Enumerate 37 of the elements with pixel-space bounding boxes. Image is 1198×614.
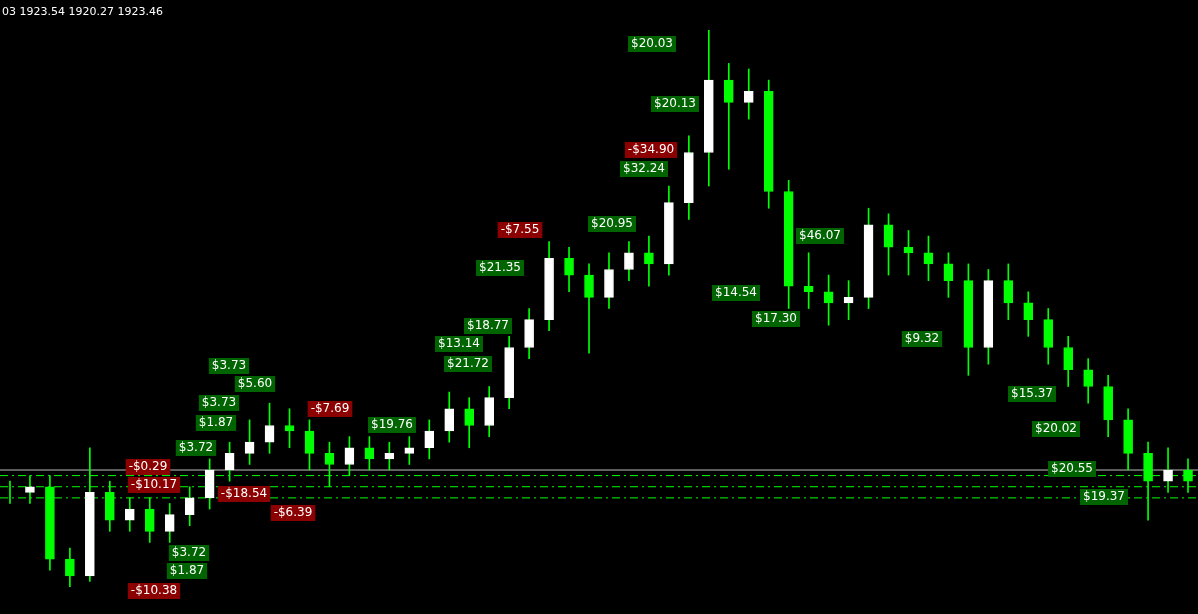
annotation: -$34.90	[627, 142, 675, 157]
annotation: -$7.55	[500, 222, 540, 237]
annotation: $18.77	[467, 318, 509, 333]
annotation: $46.07	[799, 228, 841, 243]
annotation: $19.76	[371, 417, 413, 432]
annotation: -$0.29	[128, 459, 168, 474]
annotation: $1.87	[198, 415, 234, 430]
annotation: $9.32	[904, 331, 940, 346]
annotation: $3.73	[211, 358, 247, 373]
annotation: -$7.69	[310, 401, 350, 416]
annotation: $20.55	[1051, 461, 1093, 476]
annotation: $17.30	[755, 311, 797, 326]
annotation: $20.02	[1035, 421, 1077, 436]
annotation: $1.87	[169, 563, 205, 578]
annotation: $20.03	[631, 36, 673, 51]
annotation: $21.35	[479, 260, 521, 275]
annotation: $5.60	[237, 376, 273, 391]
annotation: $13.14	[438, 336, 480, 351]
annotation: $3.72	[178, 440, 214, 455]
annotation: $14.54	[715, 285, 757, 300]
annotation: -$10.17	[130, 477, 178, 492]
annotation: $3.73	[201, 395, 237, 410]
annotation: $20.13	[654, 96, 696, 111]
candlestick	[723, 63, 734, 170]
chart-title: 03 1923.54 1920.27 1923.46	[2, 4, 163, 18]
candlestick	[743, 68, 754, 120]
annotation: $21.72	[447, 356, 489, 371]
candlestick	[404, 436, 415, 465]
annotation: -$18.54	[220, 486, 268, 501]
annotation: -$10.38	[130, 583, 178, 598]
annotation: $15.37	[1011, 386, 1053, 401]
annotation: $3.72	[171, 545, 207, 560]
annotation: $19.37	[1083, 489, 1125, 504]
annotation: -$6.39	[273, 505, 313, 520]
candlestick	[644, 235, 654, 287]
annotation: $20.95	[591, 216, 633, 231]
annotation: $32.24	[623, 161, 665, 176]
